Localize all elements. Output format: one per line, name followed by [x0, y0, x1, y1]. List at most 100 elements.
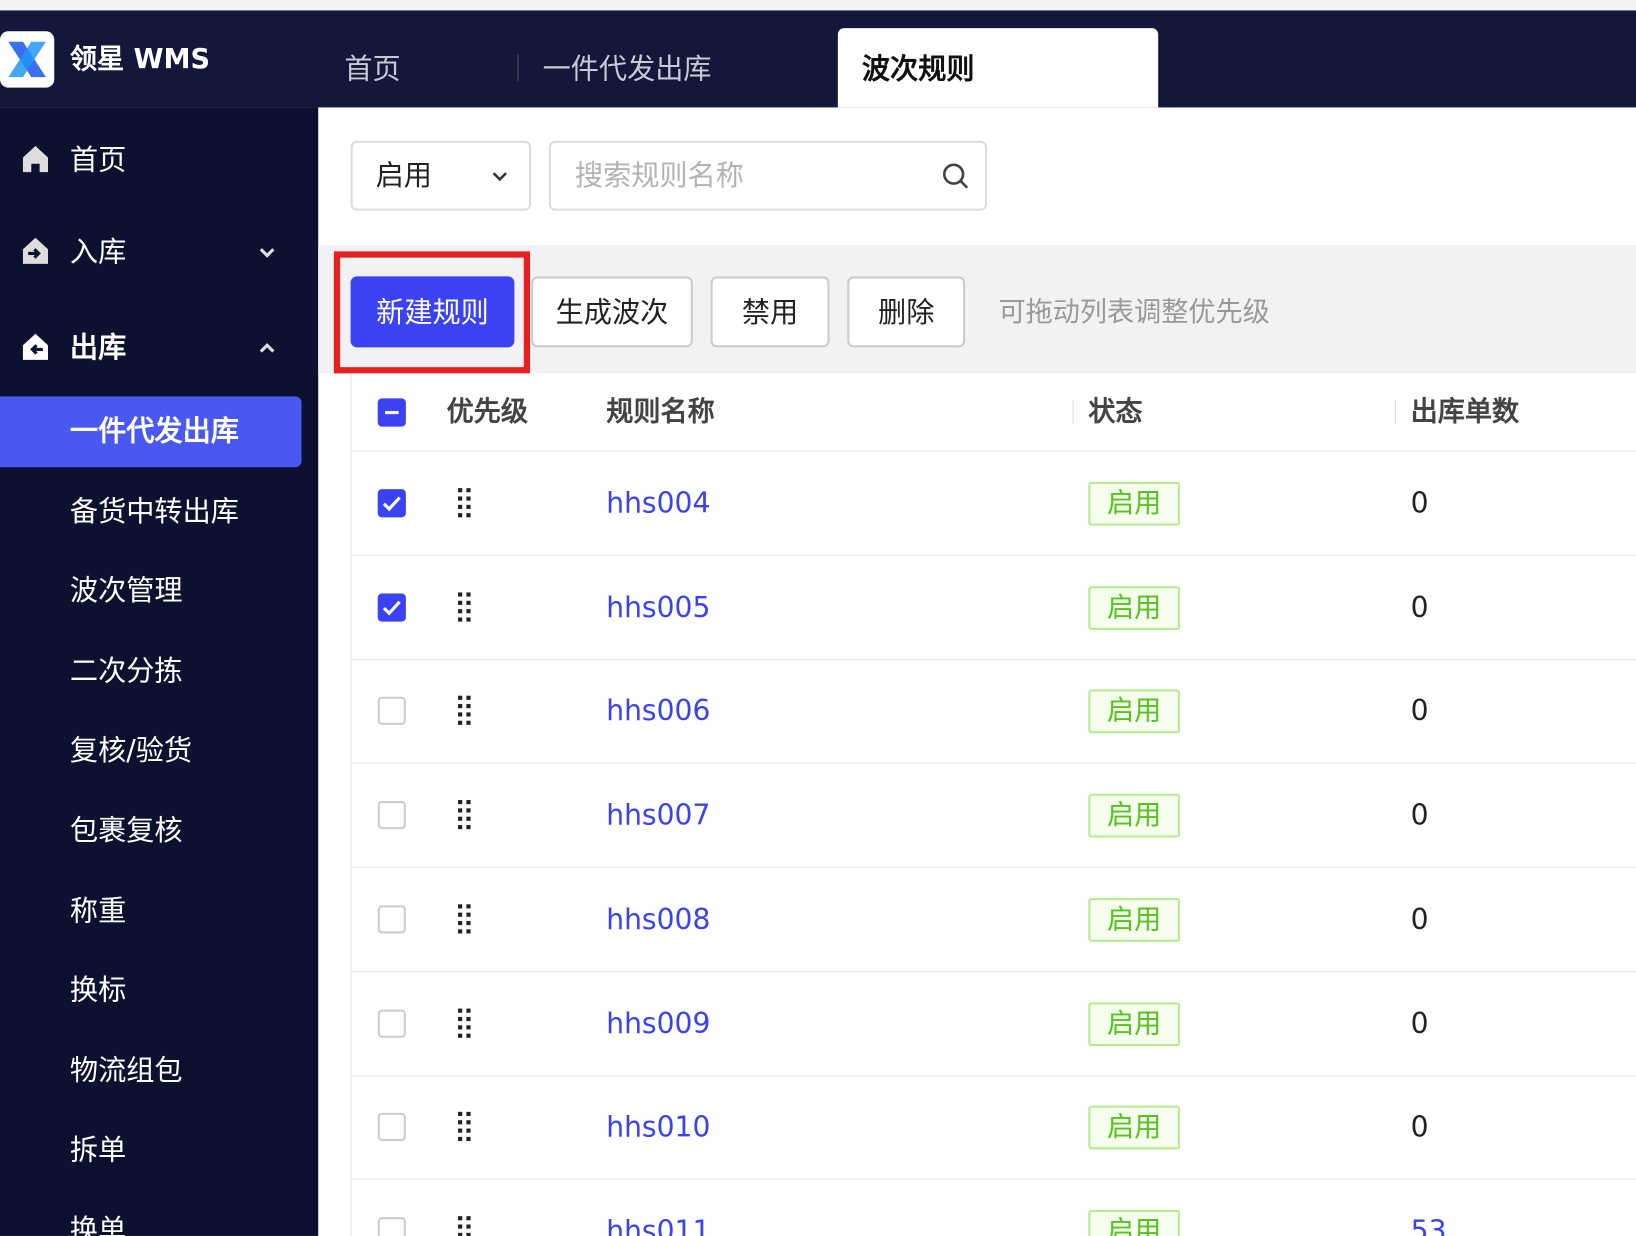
- table-row: [350, 867, 1636, 972]
- status-text: 启用: [1107, 1216, 1162, 1236]
- button-label[interactable]: 生成波次: [555, 296, 669, 330]
- order-count: 0: [1410, 1007, 1429, 1040]
- nav-subitem[interactable]: 拆单: [69, 1134, 127, 1168]
- table-row: [350, 451, 1636, 556]
- rule-name-link[interactable]: hhs005: [606, 591, 711, 624]
- nav-subitem[interactable]: 物流组包: [69, 1054, 183, 1088]
- logo-text: 领星 WMS: [69, 43, 211, 76]
- nav-subitem[interactable]: 复核/验货: [69, 735, 193, 768]
- active-tab: [837, 28, 1159, 108]
- status-tag: [1088, 1105, 1181, 1150]
- nav-item[interactable]: 入库: [69, 236, 127, 269]
- rule-name-link[interactable]: hhs008: [606, 903, 711, 936]
- button-label[interactable]: 删除: [878, 296, 935, 330]
- order-count: 0: [1410, 1111, 1429, 1144]
- select-value: 启用: [375, 160, 432, 193]
- nav-active-bg: [0, 396, 302, 468]
- row-checkbox[interactable]: [377, 905, 406, 934]
- rule-name-link[interactable]: hhs007: [606, 799, 711, 832]
- table-row: [350, 659, 1636, 764]
- nav-item[interactable]: 首页: [69, 144, 127, 177]
- order-count: 0: [1410, 903, 1429, 936]
- tab[interactable]: 一件代发出库: [542, 53, 712, 87]
- table-header: [350, 373, 1636, 452]
- row-checkbox[interactable]: [377, 1113, 406, 1142]
- drag-handle[interactable]: [456, 903, 473, 936]
- button-label[interactable]: 新建规则: [376, 296, 489, 330]
- column-header: 规则名称: [606, 396, 715, 428]
- tab-sep: [517, 54, 519, 82]
- row-checkbox[interactable]: [377, 1217, 406, 1236]
- col-sep: [1395, 399, 1397, 425]
- drag-handle[interactable]: [456, 1111, 473, 1144]
- nav-subitem[interactable]: 称重: [69, 894, 127, 928]
- column-header: 优先级: [446, 396, 528, 428]
- rule-name-link[interactable]: hhs011: [606, 1215, 711, 1236]
- nav-item[interactable]: 出库: [69, 332, 127, 365]
- status-text: 启用: [1107, 592, 1162, 624]
- table-row: [350, 1179, 1636, 1236]
- tab[interactable]: 波次规则: [861, 53, 975, 87]
- toolbar-hint: 可拖动列表调整优先级: [998, 297, 1270, 329]
- nav-subitem[interactable]: 包裹复核: [69, 815, 183, 848]
- row-checkbox[interactable]: [377, 697, 406, 726]
- status-text: 启用: [1107, 904, 1162, 936]
- col-sep: [1072, 399, 1074, 425]
- nav-subitem[interactable]: 换单: [69, 1214, 127, 1236]
- order-count: 0: [1410, 591, 1429, 624]
- status-tag: [1088, 1209, 1181, 1236]
- search-icon: [941, 162, 970, 191]
- table-row: [350, 1075, 1636, 1180]
- nav-subitem[interactable]: 波次管理: [69, 575, 183, 608]
- status-tag: [1088, 1001, 1181, 1046]
- sidebar: [0, 107, 319, 1236]
- highlight-box: [333, 251, 531, 374]
- rule-name-link[interactable]: hhs010: [606, 1111, 711, 1144]
- nav-subitem[interactable]: 备货中转出库: [69, 495, 239, 528]
- order-count: 0: [1410, 487, 1429, 520]
- nav-subitem[interactable]: 换标: [69, 974, 127, 1008]
- status-tag: [1088, 793, 1181, 838]
- row-checkbox[interactable]: [377, 489, 406, 518]
- row-checkbox[interactable]: [377, 801, 406, 830]
- drag-handle[interactable]: [456, 487, 473, 520]
- nav-icon: [19, 143, 52, 176]
- button[interactable]: [350, 276, 515, 348]
- nav-subitem[interactable]: 一件代发出库: [69, 415, 239, 448]
- drag-handle[interactable]: [456, 799, 473, 832]
- tab[interactable]: 首页: [344, 53, 401, 87]
- rule-name-link[interactable]: hhs006: [606, 695, 711, 728]
- order-count: 0: [1410, 799, 1429, 832]
- drag-handle[interactable]: [456, 591, 473, 624]
- drag-handle[interactable]: [456, 1007, 473, 1040]
- status-tag: [1088, 897, 1181, 942]
- drag-handle[interactable]: [456, 1215, 473, 1236]
- column-header: 状态: [1088, 396, 1143, 428]
- search-box[interactable]: [548, 140, 988, 211]
- top-strip: [0, 0, 1636, 11]
- rule-name-link[interactable]: hhs004: [606, 487, 711, 520]
- status-text: 启用: [1107, 696, 1162, 728]
- status-tag: [1088, 481, 1181, 526]
- status-select[interactable]: [350, 140, 532, 211]
- logo-icon: [0, 31, 55, 88]
- nav-subitem[interactable]: 二次分拣: [69, 655, 183, 688]
- button[interactable]: [531, 276, 693, 348]
- header-bar: [0, 10, 1636, 108]
- status-tag: [1088, 689, 1181, 734]
- order-count[interactable]: 53: [1410, 1215, 1447, 1236]
- drag-handle[interactable]: [456, 695, 473, 728]
- column-header: 出库单数: [1410, 396, 1520, 428]
- rule-name-link[interactable]: hhs009: [606, 1007, 711, 1040]
- status-text: 启用: [1107, 488, 1162, 520]
- select-all[interactable]: [377, 398, 406, 427]
- button[interactable]: [847, 276, 966, 348]
- button-label[interactable]: 禁用: [741, 296, 799, 330]
- row-checkbox[interactable]: [377, 593, 406, 622]
- nav-arrow: [257, 338, 278, 359]
- button[interactable]: [710, 276, 830, 348]
- status-tag: [1088, 585, 1181, 630]
- table-row: [350, 971, 1636, 1076]
- row-checkbox[interactable]: [377, 1009, 406, 1038]
